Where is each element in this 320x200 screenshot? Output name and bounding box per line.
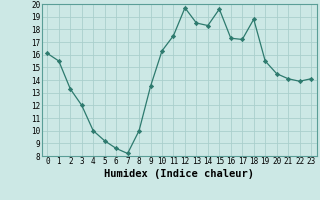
X-axis label: Humidex (Indice chaleur): Humidex (Indice chaleur)	[104, 169, 254, 179]
